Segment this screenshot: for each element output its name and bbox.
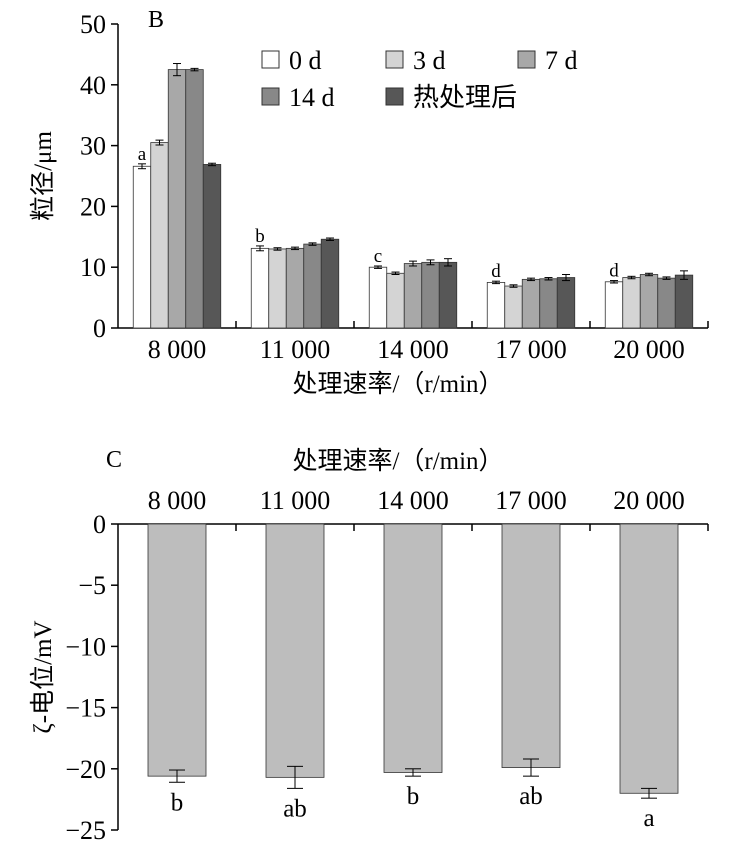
panel-b-bar <box>438 261 458 329</box>
panel-b-x-axis-title: 处理速率/（r/min） <box>292 370 503 398</box>
panel-c-y-axis-title: ζ-电位/mV <box>29 620 57 733</box>
panel-b-significance-letter: c <box>374 246 382 267</box>
panel-c: C 处理速率/（r/min） 0 −5 −10 −15 −20 −25 8 000 11 0… <box>29 447 709 845</box>
panel-b-bar <box>403 263 423 329</box>
panel-c-y-tick-label: −5 <box>78 571 106 600</box>
panel-c-significance-letter: b <box>407 783 420 810</box>
panel-b-legend-swatch <box>517 50 536 69</box>
panel-b-bar <box>150 142 169 329</box>
panel-b-significance-letter: d <box>491 261 501 282</box>
panel-b-bar <box>320 238 340 329</box>
panel-c-x-tick-label: 14 000 <box>377 486 449 515</box>
panel-b-x-ticks: 8 000 11 000 14 000 17 000 20 000 <box>148 321 709 364</box>
panel-b-y-ticks: 0 10 20 30 40 50 <box>80 10 118 343</box>
panel-b-bar <box>368 266 388 329</box>
panel-b-bar <box>622 277 641 329</box>
panel-c-significance-letter: ab <box>519 783 543 810</box>
panel-c-bars: b ab b ab a <box>147 523 679 832</box>
panel-c-bar <box>383 523 443 773</box>
panel-b-legend: 0 d 3 d 7 d 14 d 热处理后 <box>261 46 578 112</box>
panel-b-x-tick-label: 11 000 <box>260 335 331 364</box>
panel-b-bar <box>285 247 305 329</box>
panel-b-bars: a b c d d <box>132 63 694 329</box>
panel-b-bar <box>504 285 523 329</box>
panel-c-y-ticks: 0 −5 −10 −15 −20 −25 <box>65 510 118 845</box>
panel-b-bar <box>250 247 270 329</box>
panel-b-label: B <box>148 7 164 33</box>
panel-b-y-tick-label: 50 <box>80 10 106 39</box>
panel-c-bar <box>619 523 679 794</box>
panel-c-significance-letter: a <box>643 805 654 832</box>
panel-b-y-tick-label: 40 <box>80 71 106 100</box>
panel-c-y-tick-label: −10 <box>65 632 106 661</box>
panel-b-y-tick-label: 0 <box>93 314 106 343</box>
panel-b-bar <box>202 164 222 329</box>
panel-c-bar <box>501 523 561 768</box>
panel-b-bar <box>604 281 624 329</box>
panel-b: B 0 10 20 30 40 50 8 000 11 000 14 000 17 000 20 … <box>29 7 709 398</box>
panel-b-significance-letter: b <box>255 226 265 247</box>
panel-b-legend-swatch <box>261 87 280 106</box>
panel-b-significance-letter: d <box>609 261 619 282</box>
panel-c-bar <box>265 523 325 778</box>
panel-c-bar <box>147 523 207 777</box>
panel-b-bar <box>539 278 558 329</box>
panel-b-legend-label: 0 d <box>289 46 322 75</box>
panel-c-label: C <box>106 447 122 473</box>
panel-b-legend-swatch <box>385 50 404 69</box>
panel-c-x-tick-label: 17 000 <box>495 486 567 515</box>
panel-b-x-tick-label: 20 000 <box>613 335 685 364</box>
panel-c-y-tick-label: −15 <box>65 694 106 723</box>
panel-b-y-tick-label: 30 <box>80 132 106 161</box>
panel-c-y-tick-label: 0 <box>93 510 106 539</box>
panel-b-bar <box>132 165 152 329</box>
panel-c-x-tick-label: 11 000 <box>260 486 331 515</box>
panel-c-x-tick-label: 20 000 <box>613 486 685 515</box>
panel-b-legend-label: 3 d <box>413 46 446 75</box>
panel-c-y-tick-label: −25 <box>65 816 106 845</box>
panel-b-x-tick-label: 17 000 <box>495 335 567 364</box>
panel-b-y-tick-label: 10 <box>80 253 106 282</box>
panel-b-legend-swatch <box>261 50 280 69</box>
panel-b-bar <box>185 69 204 329</box>
panel-b-x-tick-label: 8 000 <box>148 335 207 364</box>
panel-b-legend-label: 热处理后 <box>413 83 517 112</box>
panel-b-bar <box>421 261 440 329</box>
panel-c-significance-letter: b <box>171 789 184 816</box>
panel-b-bar <box>639 274 659 329</box>
panel-b-legend-swatch <box>385 87 404 106</box>
panel-b-y-axis-title: 粒径/μm <box>29 131 57 221</box>
panel-b-bar <box>556 277 576 329</box>
panel-b-bar <box>486 281 506 329</box>
panel-c-x-ticks: 8 000 11 000 14 000 17 000 20 000 <box>148 486 709 531</box>
panel-b-bar <box>674 274 694 329</box>
panel-b-significance-letter: a <box>138 144 147 165</box>
panel-b-legend-label: 7 d <box>545 46 578 75</box>
panel-c-y-tick-label: −20 <box>65 755 106 784</box>
panel-b-bar <box>303 243 322 329</box>
panel-b-bar <box>268 248 287 329</box>
panel-b-bar <box>521 278 541 329</box>
panel-c-x-tick-label: 8 000 <box>148 486 207 515</box>
panel-c-significance-letter: ab <box>283 795 307 822</box>
panel-b-y-tick-label: 20 <box>80 192 106 221</box>
panel-b-x-tick-label: 14 000 <box>377 335 449 364</box>
panel-b-bar <box>657 277 676 329</box>
panel-c-x-axis-title: 处理速率/（r/min） <box>292 447 503 475</box>
panel-b-bar <box>167 69 187 329</box>
panel-b-bar <box>386 272 405 329</box>
panel-b-legend-label: 14 d <box>289 83 335 112</box>
